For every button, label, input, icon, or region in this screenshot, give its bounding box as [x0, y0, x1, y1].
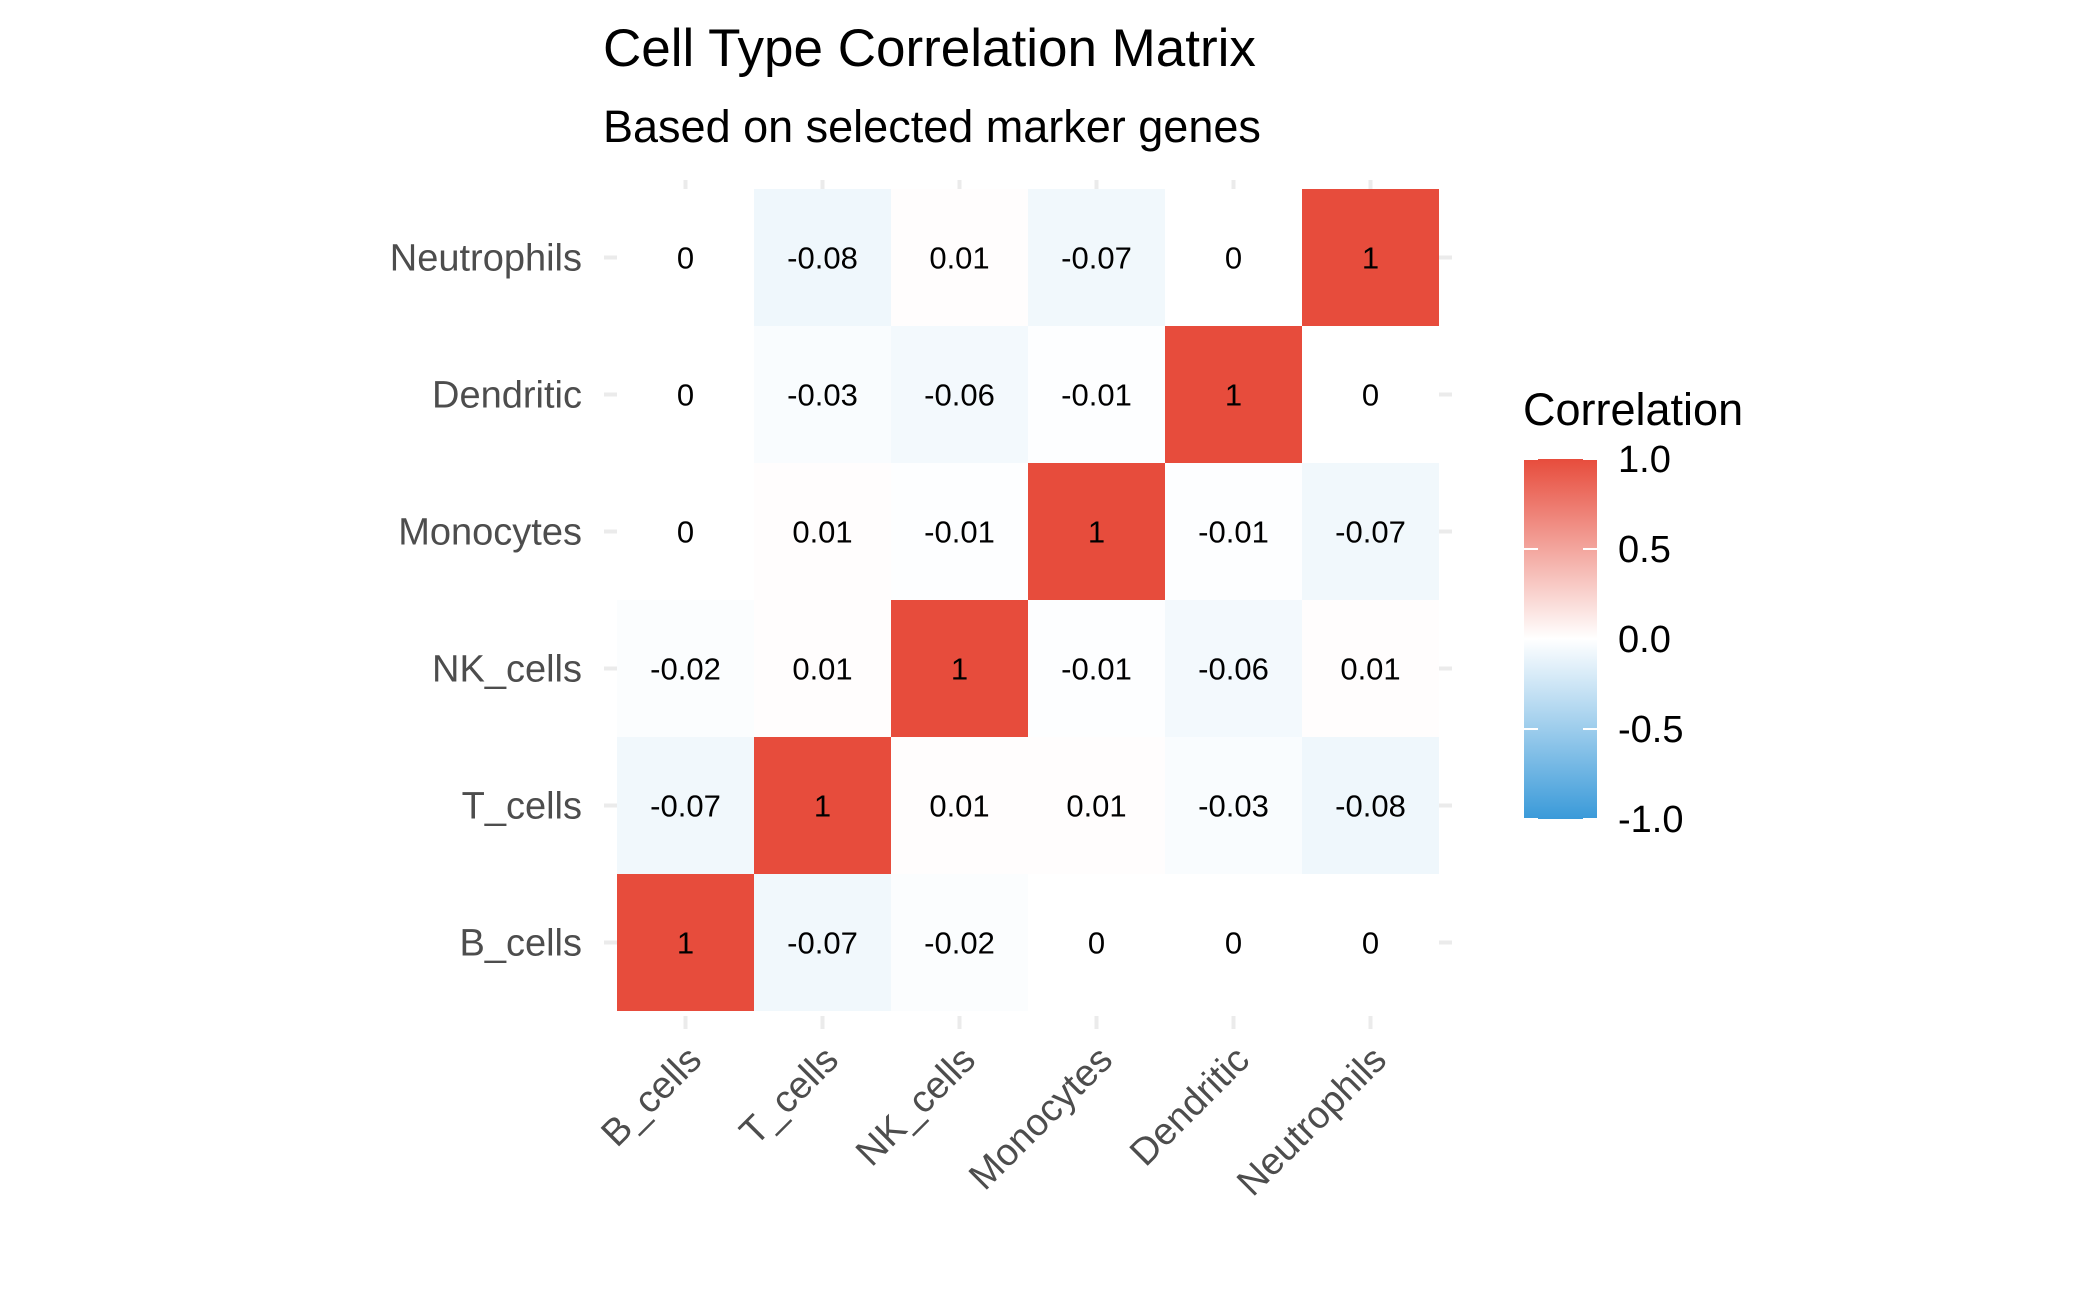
x-tick-label: Dendritic	[1122, 1039, 1258, 1175]
legend-tick-label: -0.5	[1618, 709, 1683, 751]
heatmap-cell	[754, 874, 891, 1011]
heatmap-cell	[1028, 189, 1165, 326]
heatmap-cell	[1302, 326, 1439, 463]
legend-tick-label: -1.0	[1618, 799, 1683, 841]
heatmap-cell	[754, 463, 891, 600]
cell-value-label: -0.07	[1335, 515, 1406, 550]
heatmap-cell	[1028, 874, 1165, 1011]
cell-value-label: 0	[677, 378, 694, 413]
chart-title: Cell Type Correlation Matrix	[603, 19, 1256, 78]
heatmap-cell	[1302, 737, 1439, 874]
cell-value-label: 0.01	[792, 652, 852, 687]
cell-value-label: -0.03	[787, 378, 858, 413]
cell-value-label: 0.01	[1066, 789, 1126, 824]
legend-tick-label: 0.5	[1618, 529, 1671, 571]
cell-value-label: 0.01	[792, 515, 852, 550]
cell-value-label: -0.01	[1061, 652, 1132, 687]
cell-value-label: -0.06	[924, 378, 995, 413]
heatmap-cell	[617, 737, 754, 874]
x-tick-label: Neutrophils	[1229, 1039, 1395, 1205]
heatmap-cells	[617, 189, 1439, 1011]
cell-value-label: 1	[814, 789, 831, 824]
x-tick-label: T_cells	[732, 1039, 847, 1154]
heatmap-cell	[1302, 874, 1439, 1011]
cell-value-label: -0.03	[1198, 789, 1269, 824]
heatmap-cell	[891, 600, 1028, 737]
heatmap-cell	[1028, 737, 1165, 874]
cell-value-label: 0	[677, 515, 694, 550]
heatmap-cell	[891, 326, 1028, 463]
heatmap-cell	[891, 189, 1028, 326]
heatmap-cell	[1165, 874, 1302, 1011]
y-tick-label: NK_cells	[432, 649, 582, 691]
heatmap-cell	[891, 874, 1028, 1011]
heatmap-cell	[1302, 463, 1439, 600]
cell-value-label: -0.07	[787, 926, 858, 961]
heatmap-cell	[1165, 189, 1302, 326]
cell-value-label: -0.02	[650, 652, 721, 687]
axis-ticks	[604, 180, 1452, 1029]
legend-tick-label: 0.0	[1618, 619, 1671, 661]
cell-value-label: 1	[677, 926, 694, 961]
cell-value-label: -0.06	[1198, 652, 1269, 687]
heatmap-cell	[1028, 326, 1165, 463]
cell-value-label: 0	[1225, 241, 1242, 276]
heatmap-cell	[1302, 189, 1439, 326]
x-tick-label: Monocytes	[961, 1039, 1121, 1199]
heatmap-cell	[1165, 463, 1302, 600]
cell-value-label: 0	[677, 241, 694, 276]
y-tick-label: B_cells	[460, 923, 583, 965]
cell-value-label: -0.07	[1061, 241, 1132, 276]
y-tick-label: Monocytes	[398, 512, 582, 554]
cell-value-label: 1	[1362, 241, 1379, 276]
cell-value-label: -0.01	[1061, 378, 1132, 413]
color-legend: Correlation 1.0 0.5 0.0 -0.5 -1.0	[1523, 384, 1743, 841]
cell-value-label: 0.01	[929, 241, 989, 276]
cell-value-label: -0.01	[924, 515, 995, 550]
y-axis: B_cells T_cells NK_cells Monocytes Dendritic…	[390, 238, 582, 965]
x-tick-label: B_cells	[594, 1039, 710, 1155]
heatmap-cell	[617, 463, 754, 600]
heatmap-cell	[891, 737, 1028, 874]
y-tick-label: Dendritic	[432, 375, 582, 417]
heatmap-cell-labels: 1 -0.07 -0.02 0 0 0 -0.07 1 0.01 0.01 -0.03 -0.08 -0…	[650, 241, 1406, 961]
heatmap-cell	[617, 326, 754, 463]
cell-value-label: 0	[1088, 926, 1105, 961]
legend-title: Correlation	[1523, 384, 1743, 435]
heatmap-cell	[617, 600, 754, 737]
cell-value-label: -0.07	[650, 789, 721, 824]
cell-value-label: 0	[1362, 378, 1379, 413]
legend-tick-label: 1.0	[1618, 439, 1671, 481]
cell-value-label: -0.08	[787, 241, 858, 276]
heatmap-cell	[617, 189, 754, 326]
cell-value-label: 0.01	[1340, 652, 1400, 687]
heatmap-cell	[754, 737, 891, 874]
chart-subtitle: Based on selected marker genes	[603, 101, 1261, 152]
heatmap-cell	[617, 874, 754, 1011]
cell-value-label: 1	[1225, 378, 1242, 413]
heatmap-cell	[1028, 600, 1165, 737]
cell-value-label: -0.08	[1335, 789, 1406, 824]
heatmap-cell	[754, 189, 891, 326]
cell-value-label: 1	[951, 652, 968, 687]
y-tick-label: Neutrophils	[390, 238, 582, 280]
heatmap-cell	[1028, 463, 1165, 600]
heatmap-cell	[1165, 737, 1302, 874]
cell-value-label: -0.02	[924, 926, 995, 961]
x-tick-label: NK_cells	[848, 1039, 984, 1175]
y-tick-label: T_cells	[462, 786, 582, 828]
cell-value-label: -0.01	[1198, 515, 1269, 550]
heatmap-cell	[1165, 326, 1302, 463]
heatmap-cell	[754, 600, 891, 737]
cell-value-label: 0.01	[929, 789, 989, 824]
cell-value-label: 1	[1088, 515, 1105, 550]
heatmap-cell	[1165, 600, 1302, 737]
heatmap-cell	[754, 326, 891, 463]
heatmap-cell	[891, 463, 1028, 600]
cell-value-label: 0	[1225, 926, 1242, 961]
heatmap-cell	[1302, 600, 1439, 737]
cell-value-label: 0	[1362, 926, 1379, 961]
